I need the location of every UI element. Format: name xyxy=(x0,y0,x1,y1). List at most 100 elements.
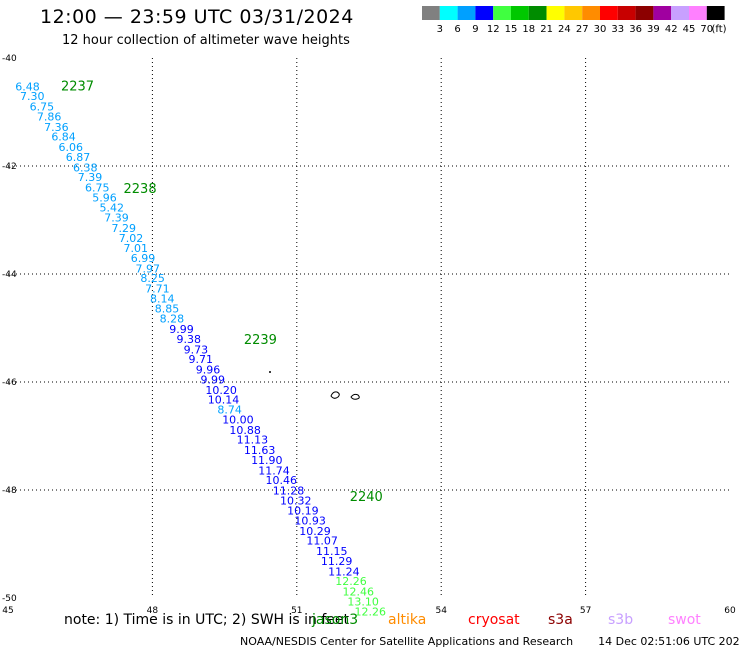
color-legend: 3 6 9 12 15 18 21 24 27 30 33 36 39 42 45 70(ft) xyxy=(422,6,727,35)
x-tick-label: 57 xyxy=(580,606,591,616)
legend-label: 33 xyxy=(611,24,624,35)
wave-height-label: 7.36 xyxy=(44,121,69,134)
legend-label: 45 xyxy=(683,24,696,35)
wave-height-label: 8.85 xyxy=(155,302,180,315)
grid-lines xyxy=(8,58,730,598)
wave-height-label: 8.14 xyxy=(150,293,175,306)
legend-swatch xyxy=(439,6,458,20)
wave-height-label: 11.29 xyxy=(321,555,353,568)
wave-height-label: 6.06 xyxy=(59,141,84,154)
legend-swatch xyxy=(600,6,618,20)
legend-swatch xyxy=(457,6,476,20)
legend-swatch xyxy=(582,6,600,20)
legend-swatch xyxy=(706,6,725,20)
wave-height-label: 11.74 xyxy=(258,464,290,477)
wave-height-label: 9.38 xyxy=(176,333,201,346)
satellite-swot: swot xyxy=(668,612,701,628)
wave-height-label: 12.26 xyxy=(335,575,367,588)
wave-height-label: 9.99 xyxy=(201,374,226,387)
wave-height-label: 11.24 xyxy=(328,565,360,578)
legend-swatch xyxy=(617,6,636,20)
y-tick-label: -40 xyxy=(2,54,17,64)
legend-label: 12 xyxy=(487,24,500,35)
x-tick-label: 48 xyxy=(147,606,159,616)
wave-height-label: 7.39 xyxy=(104,212,128,225)
wave-height-label: 10.93 xyxy=(294,515,326,528)
wave-height-label: 10.14 xyxy=(208,394,240,407)
legend-swatch xyxy=(564,6,583,20)
satellite-s3b: s3b xyxy=(608,612,634,628)
wave-height-label: 13.10 xyxy=(347,596,379,609)
wave-height-label: 10.32 xyxy=(280,495,312,508)
legend-label: 9 xyxy=(472,24,478,35)
wave-height-label: 6.75 xyxy=(85,181,110,194)
y-tick-label: -48 xyxy=(2,486,17,496)
legend-swatch xyxy=(653,6,672,20)
legend-label: 36 xyxy=(629,24,642,35)
pass-number-label: 2238 xyxy=(124,182,157,197)
legend-swatch xyxy=(528,6,547,20)
wave-height-label: 12.46 xyxy=(343,585,375,598)
credit-line: NOAA/NESDIS Center for Satellite Applica… xyxy=(240,635,740,648)
axis-ticks: 45 48 51 54 57 60 -40 -42 -44 -46 -48 -50 xyxy=(2,54,736,616)
wave-height-label: 8.28 xyxy=(160,313,185,326)
y-tick-label: -44 xyxy=(2,270,17,280)
legend-label: 21 xyxy=(540,24,553,35)
satellite-altika: altika xyxy=(388,612,427,628)
wave-height-label: 10.00 xyxy=(222,414,254,427)
y-tick-label: -46 xyxy=(2,378,17,388)
wave-height-label: 7.29 xyxy=(111,222,136,235)
legend-unit: (ft) xyxy=(712,24,727,35)
legend-label: 18 xyxy=(522,24,535,35)
satellite-cryosat: cryosat xyxy=(468,612,520,628)
wave-height-label: 10.20 xyxy=(205,384,237,397)
wave-height-label: 10.29 xyxy=(299,525,331,538)
legend-swatch xyxy=(689,6,707,20)
wave-height-label: 6.75 xyxy=(30,100,55,113)
wave-height-label: 7.86 xyxy=(37,111,62,124)
legend-label: 6 xyxy=(454,24,460,35)
wave-height-label: 9.99 xyxy=(169,323,194,336)
wave-height-label: 6.84 xyxy=(51,131,76,144)
credit-text: NOAA/NESDIS Center for Satellite Applica… xyxy=(240,635,574,648)
wave-height-label: 7.39 xyxy=(78,171,103,184)
y-tick-label: -42 xyxy=(2,162,17,172)
island-shape xyxy=(269,371,271,373)
wave-height-label: 11.13 xyxy=(237,434,269,447)
wave-height-label: 11.15 xyxy=(316,545,348,558)
wave-height-label: 7.30 xyxy=(20,90,45,103)
page-subtitle: 12 hour collection of altimeter wave hei… xyxy=(62,33,350,48)
wave-height-label: 7.71 xyxy=(145,282,170,295)
pass-number-label: 2240 xyxy=(350,490,383,505)
legend-swatch xyxy=(546,6,565,20)
legend-label: 3 xyxy=(437,24,443,35)
wave-height-label: 8.25 xyxy=(140,272,165,285)
wave-height-points: 6.487.306.757.867.366.846.066.876.387.39… xyxy=(15,80,386,618)
island-shape xyxy=(330,391,340,399)
satellite-jason3: jason3 xyxy=(312,612,359,628)
island-shape xyxy=(350,393,360,400)
wave-height-label: 7.02 xyxy=(119,232,144,245)
legend-swatch xyxy=(493,6,511,20)
legend-label: 27 xyxy=(576,24,589,35)
legend-swatch xyxy=(475,6,494,20)
legend-label: 42 xyxy=(665,24,678,35)
wave-height-label: 7.97 xyxy=(136,262,161,275)
legend-swatch xyxy=(635,6,654,20)
pass-number-label: 2239 xyxy=(244,333,277,348)
wave-height-label: 5.42 xyxy=(99,201,124,214)
generated-timestamp: 14 Dec 02:51:06 UTC 2024 xyxy=(598,635,740,648)
wave-height-label: 6.38 xyxy=(73,161,98,174)
legend-label: 39 xyxy=(647,24,660,35)
legend-label: 70 xyxy=(700,24,713,35)
wave-height-label: 9.71 xyxy=(189,353,214,366)
legend-label: 15 xyxy=(505,24,518,35)
wave-height-label: 10.88 xyxy=(229,424,261,437)
legend-swatch xyxy=(422,6,440,20)
wave-height-label: 9.73 xyxy=(184,343,209,356)
legend-label: 24 xyxy=(558,24,571,35)
wave-height-label: 9.96 xyxy=(196,363,221,376)
wave-height-label: 11.90 xyxy=(251,454,283,467)
x-tick-label: 54 xyxy=(435,606,447,616)
